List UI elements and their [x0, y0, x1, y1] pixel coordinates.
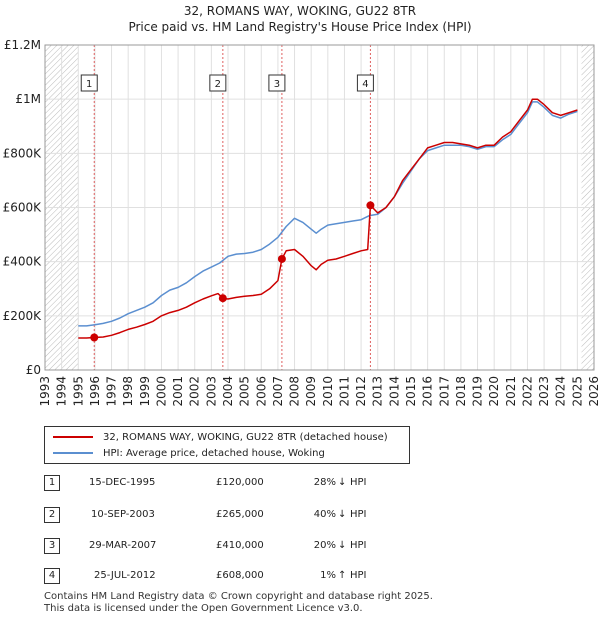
transaction-hpi: HPI	[350, 477, 367, 488]
x-tick-label: 2021	[504, 376, 518, 407]
x-tick-label: 2016	[421, 376, 435, 407]
arrow-icon: ↓	[338, 477, 347, 488]
x-tick-label: 2024	[554, 376, 568, 407]
legend-swatch-hpi	[53, 452, 93, 454]
transaction-row: 2 10-SEP-2003 £265,000 40% ↓ HPI	[44, 507, 404, 525]
y-tick-label: £400K	[3, 255, 43, 269]
legend-item-property: 32, ROMANS WAY, WOKING, GU22 8TR (detach…	[53, 430, 388, 444]
x-tick-label: 1996	[88, 376, 102, 407]
sale-number-label: 2	[215, 79, 221, 90]
sale-number-box	[356, 74, 374, 92]
x-tick-label: 2012	[354, 376, 368, 407]
y-tick-label: £0	[26, 363, 41, 377]
y-tick-label: £1.2M	[4, 38, 41, 52]
x-tick-label: 2019	[471, 376, 485, 407]
sale-number-label: 4	[362, 79, 368, 90]
transaction-badge: 4	[44, 568, 60, 584]
x-tick-label: 2001	[171, 376, 185, 407]
chart-title: 32, ROMANS WAY, WOKING, GU22 8TR	[183, 4, 417, 18]
x-tick-label: 2011	[337, 376, 351, 407]
arrow-icon: ↓	[338, 540, 347, 551]
x-tick-label: 1995	[71, 376, 85, 407]
x-tick-label: 1994	[55, 376, 69, 407]
y-tick-label: £200K	[3, 309, 43, 323]
transaction-price: £608,000	[216, 570, 264, 581]
x-tick-label: 1999	[138, 376, 152, 407]
x-tick-label: 2000	[154, 376, 168, 407]
x-tick-label: 2014	[387, 376, 401, 407]
transaction-pct: 20%	[313, 540, 336, 551]
x-tick-label: 2008	[288, 376, 302, 407]
transaction-row: 1 15-DEC-1995 £120,000 28% ↓ HPI	[44, 475, 404, 493]
transaction-price: £410,000	[216, 540, 264, 551]
footer-licence: This data is licensed under the Open Gov…	[44, 603, 363, 614]
legend-item-hpi: HPI: Average price, detached house, Woki…	[53, 446, 325, 460]
transaction-hpi: HPI	[350, 509, 367, 520]
transaction-date: 15-DEC-1995	[89, 477, 156, 488]
sale-point	[366, 201, 375, 210]
x-tick-label: 2005	[238, 376, 252, 407]
y-tick-label: £1M	[15, 92, 41, 106]
footer-copyright: Contains HM Land Registry data © Crown c…	[44, 591, 433, 602]
x-tick-label: 2007	[271, 376, 285, 407]
y-tick-label: £600K	[3, 201, 43, 215]
x-tick-label: 2025	[570, 376, 584, 407]
transaction-pct: 1%	[320, 570, 336, 581]
transaction-row: 3 29-MAR-2007 £410,000 20% ↓ HPI	[44, 538, 404, 556]
plot-frame	[44, 44, 595, 371]
x-tick-label: 2004	[221, 376, 235, 407]
sale-number-box	[268, 74, 286, 92]
sale-number-label: 1	[86, 79, 92, 90]
x-tick-label: 2020	[487, 376, 501, 407]
transaction-pct: 40%	[313, 509, 336, 520]
legend: 32, ROMANS WAY, WOKING, GU22 8TR (detach…	[44, 426, 410, 464]
y-tick-label: £800K	[3, 146, 43, 160]
x-tick-label: 2026	[587, 376, 600, 407]
transaction-badge: 2	[44, 507, 60, 523]
transaction-badge: 3	[44, 538, 60, 554]
x-tick-label: 2015	[404, 376, 418, 407]
x-tick-label: 2003	[204, 376, 218, 407]
transaction-date: 29-MAR-2007	[89, 540, 157, 551]
property-series-line	[78, 98, 578, 339]
x-tick-label: 2017	[437, 376, 451, 407]
x-tick-label: 2022	[520, 376, 534, 407]
arrow-icon: ↑	[338, 570, 347, 581]
transaction-hpi: HPI	[350, 570, 367, 581]
chart-subtitle: Price paid vs. HM Land Registry's House …	[128, 20, 472, 34]
x-tick-label: 2023	[537, 376, 551, 407]
hpi-series-line	[78, 101, 578, 327]
transaction-price: £120,000	[216, 477, 264, 488]
sale-point	[90, 333, 99, 342]
transaction-hpi: HPI	[350, 540, 367, 551]
transaction-price: £265,000	[216, 509, 264, 520]
arrow-icon: ↓	[338, 509, 347, 520]
x-tick-label: 2013	[371, 376, 385, 407]
x-tick-label: 2018	[454, 376, 468, 407]
sale-point	[218, 294, 227, 303]
transaction-badge: 1	[44, 475, 60, 491]
x-tick-label: 1997	[105, 376, 119, 407]
x-tick-label: 2009	[304, 376, 318, 407]
legend-swatch-property	[53, 436, 93, 438]
sale-number-box	[80, 74, 98, 92]
x-tick-label: 1998	[121, 376, 135, 407]
x-tick-label: 2010	[321, 376, 335, 407]
x-tick-label: 1993	[38, 376, 52, 407]
legend-label-property: 32, ROMANS WAY, WOKING, GU22 8TR (detach…	[103, 431, 388, 443]
sale-number-box	[209, 74, 227, 92]
transaction-row: 4 25-JUL-2012 £608,000 1% ↑ HPI	[44, 568, 404, 586]
sale-number-label: 3	[274, 79, 280, 90]
sale-point	[277, 254, 286, 263]
x-tick-label: 2002	[188, 376, 202, 407]
transaction-date: 25-JUL-2012	[94, 570, 156, 581]
legend-label-hpi: HPI: Average price, detached house, Woki…	[103, 447, 325, 459]
transaction-pct: 28%	[313, 477, 336, 488]
transaction-date: 10-SEP-2003	[91, 509, 155, 520]
x-tick-label: 2006	[254, 376, 268, 407]
